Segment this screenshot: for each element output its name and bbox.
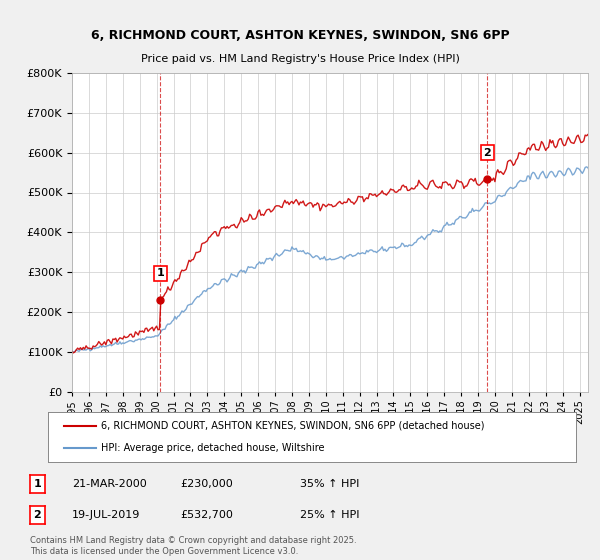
Text: 2: 2: [483, 147, 491, 157]
Text: 6, RICHMOND COURT, ASHTON KEYNES, SWINDON, SN6 6PP (detached house): 6, RICHMOND COURT, ASHTON KEYNES, SWINDO…: [101, 421, 484, 431]
Text: 35% ↑ HPI: 35% ↑ HPI: [300, 479, 359, 489]
Text: 1: 1: [34, 479, 41, 489]
Text: HPI: Average price, detached house, Wiltshire: HPI: Average price, detached house, Wilt…: [101, 443, 325, 453]
Text: 25% ↑ HPI: 25% ↑ HPI: [300, 510, 359, 520]
Text: 6, RICHMOND COURT, ASHTON KEYNES, SWINDON, SN6 6PP: 6, RICHMOND COURT, ASHTON KEYNES, SWINDO…: [91, 29, 509, 42]
Text: Price paid vs. HM Land Registry's House Price Index (HPI): Price paid vs. HM Land Registry's House …: [140, 54, 460, 64]
Text: Contains HM Land Registry data © Crown copyright and database right 2025.
This d: Contains HM Land Registry data © Crown c…: [30, 536, 356, 556]
Text: 19-JUL-2019: 19-JUL-2019: [72, 510, 140, 520]
Text: 1: 1: [157, 268, 164, 278]
Text: £532,700: £532,700: [180, 510, 233, 520]
Text: 21-MAR-2000: 21-MAR-2000: [72, 479, 147, 489]
Text: 2: 2: [34, 510, 41, 520]
Text: £230,000: £230,000: [180, 479, 233, 489]
